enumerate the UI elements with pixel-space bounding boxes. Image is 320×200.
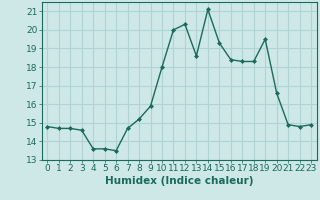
- X-axis label: Humidex (Indice chaleur): Humidex (Indice chaleur): [105, 176, 253, 186]
